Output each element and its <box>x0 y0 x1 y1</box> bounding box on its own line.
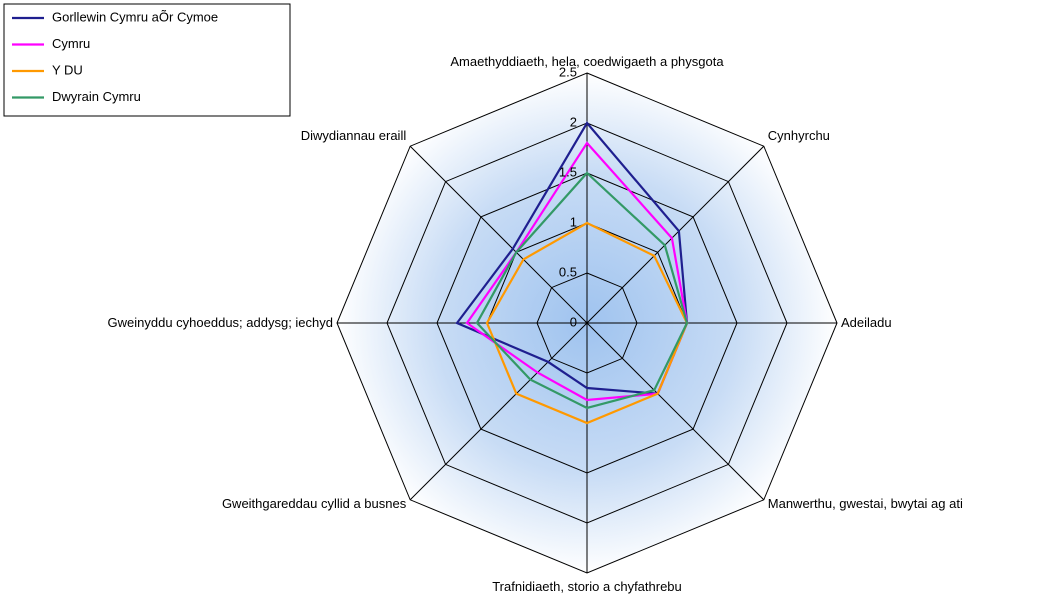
legend-box <box>3 3 291 117</box>
legend-label: Cymru <box>52 36 90 51</box>
legend: Gorllewin Cymru aÕr Cymoe Cymru Y DU Dwyrai… <box>3 3 291 117</box>
category-label: Cynhyrchu <box>767 128 830 144</box>
tick-label: 2.5 <box>559 64 577 79</box>
series-line <box>475 171 689 410</box>
category-label: Gweithgareddau cyllid a busnes <box>221 495 407 511</box>
category-label: Diwydiannau eraill <box>300 128 407 144</box>
tick-label: 1 <box>570 214 577 229</box>
series-line <box>455 121 689 395</box>
category-label: Adeiladu <box>841 315 892 330</box>
category-label: Manwerthu, gwestai, bwytai ag ati <box>767 495 963 511</box>
spoke <box>409 145 588 324</box>
tick-label: 1.5 <box>559 164 577 179</box>
ticks: 0 0.5 1 1.5 2 2.5 <box>559 64 577 329</box>
category-label: Gweinyddu cyhoeddus; addysg; iechyd <box>107 315 333 330</box>
grid <box>336 72 838 574</box>
legend-label: Gorllewin Cymru aÕr Cymoe <box>52 9 218 24</box>
tick-label: 2 <box>570 114 577 129</box>
series-line <box>465 141 689 402</box>
tick-label: 0.5 <box>559 264 577 279</box>
legend-label: Dwyrain Cymru <box>52 89 141 104</box>
series-line <box>485 221 689 425</box>
spoke <box>586 322 765 501</box>
category-label: Amaethyddiaeth, hela, coedwigaeth a phys… <box>450 54 724 69</box>
spoke <box>409 322 588 501</box>
legend-label: Y DU <box>52 62 83 77</box>
spoke <box>586 145 765 324</box>
tick-label: 0 <box>570 314 577 329</box>
series <box>455 121 689 425</box>
category-label: Trafnidiaeth, storio a chyfathrebu <box>492 579 682 594</box>
